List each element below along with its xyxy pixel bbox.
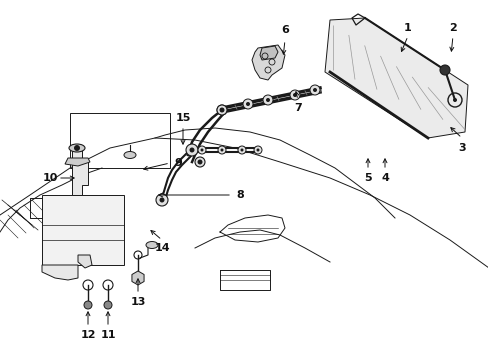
Text: 5: 5 — [364, 173, 371, 183]
Text: 10: 10 — [42, 173, 58, 183]
Text: 15: 15 — [175, 113, 190, 123]
Circle shape — [245, 102, 249, 106]
Bar — [70, 113, 170, 168]
Ellipse shape — [69, 144, 85, 152]
Text: 3: 3 — [457, 143, 465, 153]
Polygon shape — [325, 18, 467, 138]
Circle shape — [197, 159, 202, 165]
Text: 8: 8 — [236, 190, 244, 200]
Bar — [42, 195, 124, 265]
Circle shape — [195, 157, 204, 167]
Circle shape — [253, 146, 262, 154]
Circle shape — [217, 105, 226, 115]
Circle shape — [156, 194, 168, 206]
Text: 7: 7 — [293, 103, 301, 113]
Text: 4: 4 — [380, 173, 388, 183]
Polygon shape — [72, 148, 88, 195]
Circle shape — [200, 148, 203, 152]
Circle shape — [198, 146, 205, 154]
Circle shape — [84, 301, 92, 309]
Text: 13: 13 — [130, 297, 145, 307]
Circle shape — [104, 301, 112, 309]
Circle shape — [256, 148, 259, 152]
Polygon shape — [260, 46, 278, 60]
Text: 6: 6 — [281, 25, 288, 35]
Text: 11: 11 — [100, 330, 116, 340]
Circle shape — [238, 146, 245, 154]
Circle shape — [220, 148, 223, 152]
Circle shape — [220, 108, 224, 112]
Circle shape — [452, 98, 456, 102]
Circle shape — [243, 99, 252, 109]
Text: 1: 1 — [403, 23, 411, 33]
Circle shape — [309, 85, 319, 95]
Polygon shape — [42, 265, 78, 280]
Circle shape — [292, 93, 296, 97]
Polygon shape — [78, 255, 92, 268]
Circle shape — [189, 148, 194, 153]
Circle shape — [74, 145, 80, 151]
Circle shape — [219, 108, 224, 112]
Circle shape — [218, 146, 225, 154]
Text: 14: 14 — [154, 243, 169, 253]
Circle shape — [185, 144, 198, 156]
Ellipse shape — [124, 152, 136, 158]
Circle shape — [159, 198, 164, 202]
Polygon shape — [251, 45, 285, 80]
Ellipse shape — [146, 242, 158, 248]
Circle shape — [263, 95, 272, 105]
Text: 2: 2 — [448, 23, 456, 33]
Circle shape — [217, 105, 226, 115]
Circle shape — [289, 90, 299, 100]
Circle shape — [265, 98, 269, 102]
Circle shape — [439, 65, 449, 75]
Circle shape — [240, 148, 243, 152]
Polygon shape — [65, 158, 90, 166]
Circle shape — [312, 88, 316, 92]
Text: 9: 9 — [174, 158, 182, 168]
Text: 12: 12 — [80, 330, 96, 340]
